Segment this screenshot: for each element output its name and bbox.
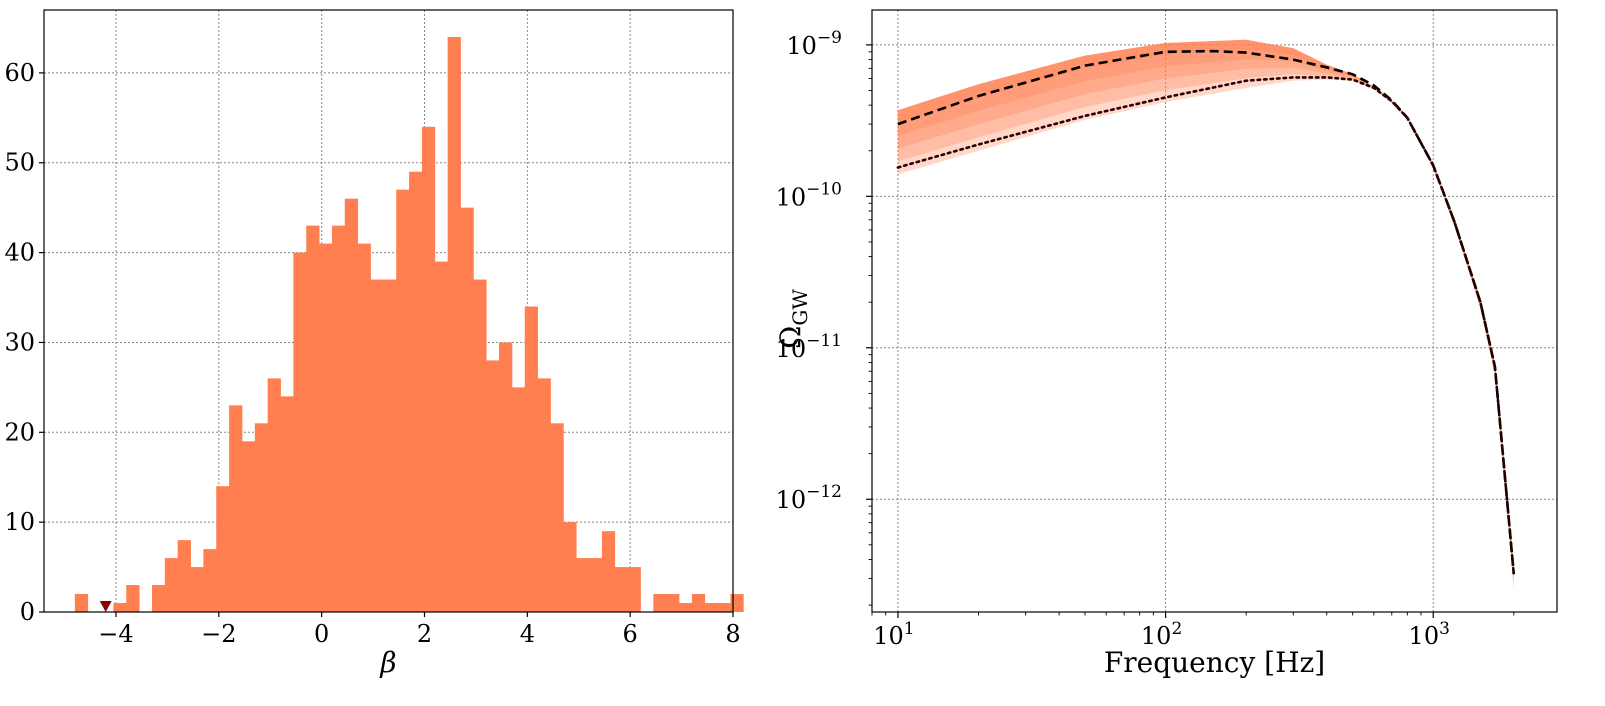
histogram-bar	[421, 126, 436, 612]
spectrum-band	[897, 39, 1514, 591]
histogram-bar	[409, 171, 423, 613]
histogram-bar	[473, 279, 487, 612]
spectrum-band-layer	[897, 39, 1514, 572]
histogram-x-tick-label: 2	[417, 620, 432, 648]
spectrum-x-tick-label: 103	[1409, 619, 1450, 650]
histogram-bar	[563, 522, 577, 612]
histogram-bar	[511, 387, 526, 612]
spectrum-lines	[896, 49, 1516, 576]
histogram-bar	[357, 243, 371, 612]
histogram-bar	[499, 342, 513, 612]
histogram-bar	[319, 243, 333, 612]
histogram-y-tick-label: 10	[4, 508, 35, 536]
histogram-bar	[589, 558, 603, 612]
histogram-bar	[126, 585, 140, 612]
histogram-bar	[203, 549, 217, 612]
histogram-ticks: −4 −2 0 2 4 6 8 0 10 20 30 40 50 60	[4, 59, 740, 648]
histogram-bar	[241, 441, 256, 612]
histogram-bar	[550, 423, 564, 612]
histogram-bar	[293, 252, 307, 612]
histogram-bar	[524, 306, 539, 612]
histogram-bar	[383, 279, 397, 612]
spectrum-frame	[871, 9, 1558, 613]
spectrum-band-layer	[897, 39, 1514, 586]
histogram-bar	[164, 558, 179, 612]
histogram-bar	[679, 603, 693, 612]
histogram-bar	[486, 360, 500, 612]
histogram-x-tick-label: −2	[201, 620, 236, 648]
spectrum-x-axis-label: Frequency [Hz]	[1104, 646, 1325, 679]
histogram-bar	[370, 279, 384, 612]
histogram-bar	[190, 567, 204, 612]
histogram-bar	[447, 36, 461, 613]
histogram-y-tick-label: 50	[4, 149, 35, 177]
histogram-bar	[306, 225, 320, 612]
histogram-x-axis-label: β	[379, 646, 396, 679]
histogram-y-tick-label: 30	[4, 328, 35, 356]
histogram-bar	[177, 540, 191, 612]
histogram-bar	[267, 378, 281, 612]
histogram-bar	[434, 261, 449, 612]
histogram-bar	[653, 594, 667, 612]
spectrum-y-axis-label: ΩGW	[774, 289, 812, 349]
spectrum-y-tick-label: 10−12	[776, 482, 842, 514]
histogram-bar	[229, 405, 243, 612]
histogram-bars	[74, 36, 744, 613]
histogram-bar	[691, 594, 706, 612]
histogram-x-tick-label: 0	[314, 620, 329, 648]
histogram-bar	[254, 423, 269, 612]
histogram-bar	[74, 594, 89, 612]
histogram-frame	[43, 9, 734, 613]
histogram-bar	[331, 225, 346, 612]
spectrum-band-layer	[897, 39, 1514, 591]
histogram-marker	[99, 601, 112, 612]
histogram-bar	[666, 594, 680, 612]
histogram-bar	[537, 378, 551, 612]
spectrum-grid	[872, 10, 1557, 612]
histogram-x-tick-label: −4	[98, 620, 133, 648]
histogram-bar	[151, 585, 166, 612]
histogram-x-tick-label: 8	[725, 620, 740, 648]
histogram-bar	[730, 594, 744, 612]
spectrum-band-layer	[897, 39, 1514, 577]
histogram-x-tick-label: 6	[623, 620, 638, 648]
histogram-bar	[280, 396, 294, 612]
histogram-y-tick-label: 0	[20, 598, 35, 626]
histogram-y-tick-label: 20	[4, 418, 35, 446]
spectrum-dotted-line	[896, 76, 1516, 576]
spectrum-band-layer	[897, 39, 1514, 581]
histogram-bar	[344, 198, 359, 612]
histogram-bar	[717, 603, 731, 612]
histogram-panel: −4 −2 0 2 4 6 8 0 10 20 30 40 50 60 β	[4, 9, 744, 679]
histogram-bar	[460, 207, 474, 613]
histogram-x-tick-label: 4	[520, 620, 535, 648]
histogram-bar	[704, 603, 718, 612]
spectrum-y-tick-label: 10−10	[776, 179, 842, 211]
spectrum-y-tick-label: 10−9	[786, 28, 842, 60]
histogram-bar	[576, 558, 590, 612]
histogram-bar	[627, 567, 641, 612]
histogram-y-tick-label: 60	[4, 59, 35, 87]
histogram-bar	[216, 486, 230, 612]
triangle-marker	[99, 601, 112, 612]
histogram-bar	[601, 531, 616, 612]
histogram-bar	[396, 189, 410, 613]
histogram-y-tick-label: 40	[4, 239, 35, 267]
histogram-bar	[113, 603, 127, 612]
spectrum-x-tick-label: 101	[873, 619, 914, 650]
histogram-bar	[614, 567, 628, 612]
